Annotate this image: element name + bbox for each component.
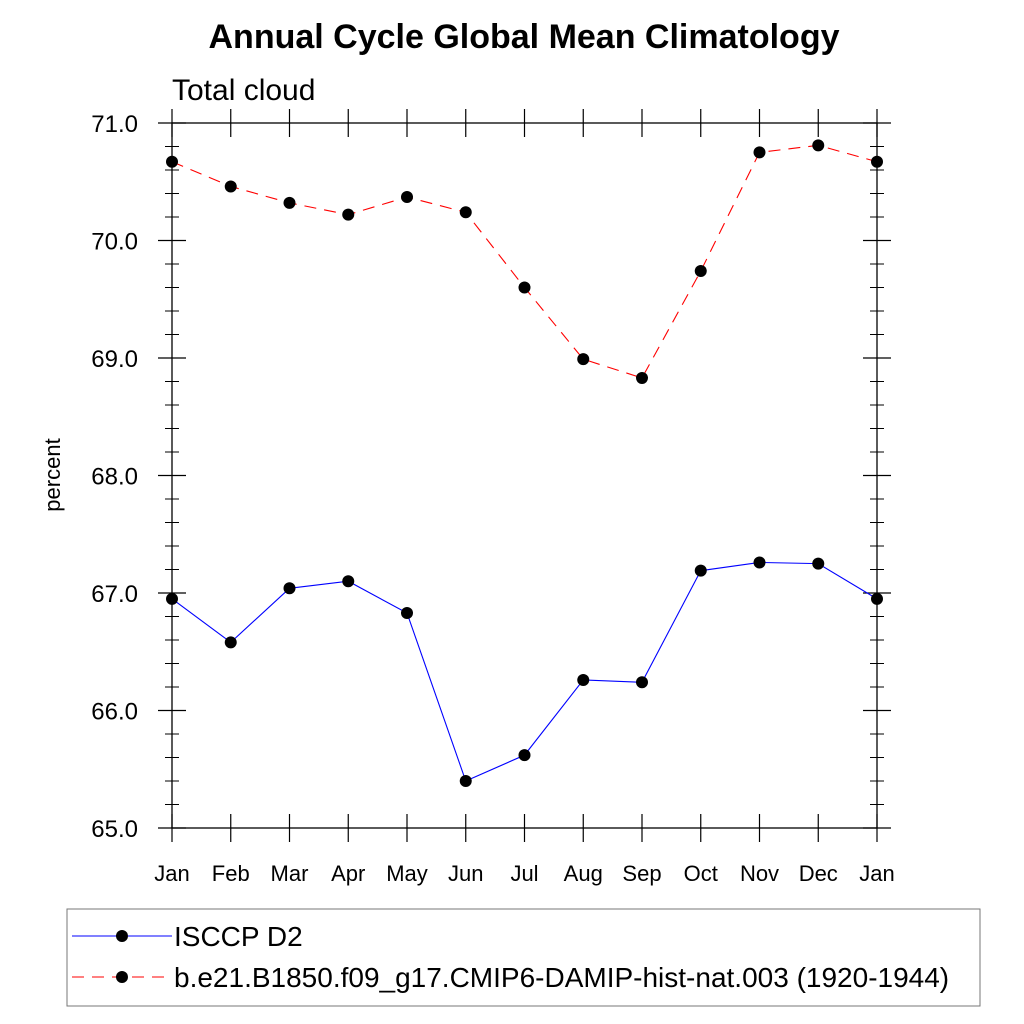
data-point-series-0: [753, 556, 766, 569]
data-point-series-1: [636, 371, 648, 384]
chart-subtitle: Total cloud: [172, 74, 315, 107]
legend-marker-cmip6: [116, 971, 128, 983]
x-tick-label: Jan: [154, 861, 189, 886]
data-point-series-0: [577, 673, 590, 686]
x-tick-label: Dec: [799, 861, 838, 886]
x-tick-label: Oct: [684, 861, 718, 886]
data-point-series-0: [342, 575, 355, 588]
x-tick-label: Nov: [740, 861, 779, 886]
data-point-series-1: [283, 196, 296, 209]
plot-frame: [171, 122, 878, 829]
y-tick-label: 67.0: [91, 581, 138, 608]
legend: ISCCP D2 b.e21.B1850.f09_g17.CMIP6-DAMIP…: [66, 908, 981, 1007]
y-tick-label: 69.0: [91, 346, 138, 373]
y-tick-label: 71.0: [91, 111, 138, 138]
data-point-series-1: [224, 180, 237, 193]
data-point-series-0: [518, 749, 531, 762]
y-tick-label: 66.0: [91, 699, 138, 726]
x-tick-label: Mar: [271, 861, 309, 886]
y-axis-label: percent: [40, 438, 65, 511]
series-group: [166, 139, 883, 787]
data-point-series-1: [812, 139, 825, 152]
data-point-series-1: [577, 353, 590, 366]
x-tick-label: Sep: [622, 861, 661, 886]
data-point-series-0: [459, 775, 472, 787]
x-tick-label: Feb: [212, 861, 250, 886]
data-point-series-0: [636, 676, 648, 689]
data-point-series-0: [401, 606, 413, 619]
legend-box: [66, 908, 981, 1007]
plot-area: 65.0 66.0 67.0 68.0 69.0 70.0 71.0 Jan Feb Mar Ap…: [91, 109, 895, 886]
legend-label-isccp: ISCCP D2: [174, 921, 303, 952]
data-point-series-1: [342, 208, 355, 221]
series-line-1: [171, 144, 878, 379]
y-tick-label: 68.0: [91, 464, 138, 491]
series-line-0: [171, 561, 878, 782]
data-point-series-0: [283, 582, 296, 595]
data-point-series-0: [224, 636, 237, 649]
data-point-series-1: [518, 281, 531, 294]
data-point-series-1: [459, 206, 472, 219]
x-tick-label: Jun: [448, 861, 483, 886]
data-point-series-0: [166, 592, 178, 605]
x-tick-label: Aug: [564, 861, 603, 886]
x-tick-label: Jul: [510, 861, 538, 886]
data-point-series-1: [401, 191, 413, 204]
legend-marker-isccp: [116, 930, 128, 942]
data-point-series-0: [694, 564, 707, 577]
axis-ticks: [158, 109, 891, 842]
data-point-series-1: [694, 265, 707, 278]
legend-entry-cmip6: b.e21.B1850.f09_g17.CMIP6-DAMIP-hist-nat…: [72, 962, 949, 993]
x-tick-label: May: [386, 861, 428, 886]
x-tick-labels: Jan Feb Mar Apr May Jun Jul Aug Sep Oct Nov Dec Jan: [154, 861, 894, 886]
data-point-series-1: [871, 155, 883, 168]
data-point-series-1: [166, 155, 178, 168]
y-tick-label: 65.0: [91, 816, 138, 843]
legend-label-cmip6: b.e21.B1850.f09_g17.CMIP6-DAMIP-hist-nat…: [174, 962, 949, 993]
data-point-series-0: [812, 557, 825, 570]
chart-title: Annual Cycle Global Mean Climatology: [209, 18, 840, 56]
y-tick-label: 70.0: [91, 229, 138, 256]
data-point-series-1: [753, 146, 766, 159]
y-tick-labels: 65.0 66.0 67.0 68.0 69.0 70.0 71.0: [91, 111, 138, 843]
data-point-series-0: [871, 592, 883, 605]
x-tick-label: Jan: [859, 861, 894, 886]
x-tick-label: Apr: [331, 861, 365, 886]
legend-entry-isccp: ISCCP D2: [72, 921, 303, 952]
